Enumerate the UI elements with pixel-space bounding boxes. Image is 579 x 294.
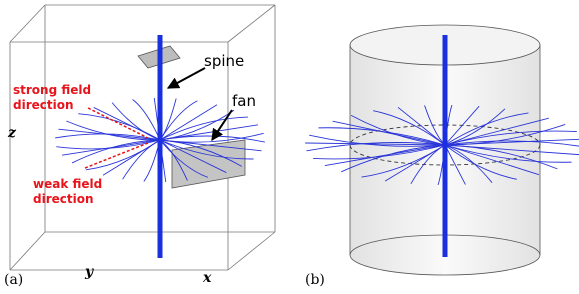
spine-label: spine (204, 52, 244, 70)
axis-label: x (202, 270, 212, 286)
fan-label: fan (232, 92, 256, 110)
weak-label: direction (33, 192, 94, 206)
weak-label: weak field (33, 177, 102, 191)
figure: spine fan strong field direction weak fi… (0, 0, 579, 294)
spine-arrow (168, 68, 205, 88)
axis-label: z (7, 125, 17, 141)
panel-label: (b) (305, 272, 325, 288)
axis-label: y (84, 264, 94, 280)
strong-label: direction (13, 98, 74, 112)
fan-arrow (212, 110, 232, 140)
field-line (62, 140, 160, 155)
field-line (133, 99, 160, 140)
strong-label: strong field (13, 83, 91, 97)
panel-label: (a) (4, 272, 23, 288)
